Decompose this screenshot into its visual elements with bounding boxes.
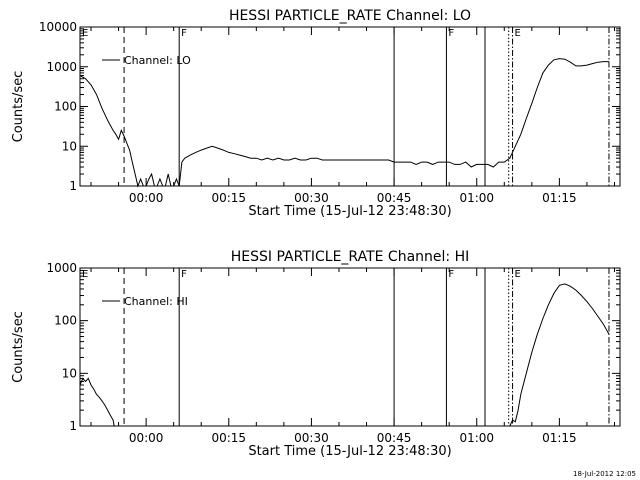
y-tick-label: 1 — [69, 179, 77, 193]
plot-frame — [79, 26, 621, 187]
y-axis-label: Counts/sec — [11, 311, 26, 383]
series-line — [79, 377, 115, 427]
marker-label: F — [448, 269, 454, 280]
y-axis-label: Counts/sec — [11, 71, 26, 143]
x-tick-label: 00:45 — [377, 431, 412, 445]
x-tick-label: 00:15 — [211, 191, 246, 205]
marker-label: E — [82, 269, 88, 280]
marker-label: F — [181, 28, 187, 39]
x-tick-label: 00:30 — [294, 191, 329, 205]
footer-date: 18-Jul-2012 12:05 — [573, 470, 636, 478]
x-tick-label: 00:30 — [294, 431, 329, 445]
y-tick-label: 100 — [54, 100, 77, 114]
x-tick-label: 00:00 — [129, 191, 164, 205]
x-tick-label: 00:00 — [129, 431, 164, 445]
y-tick-label: 1000 — [46, 261, 77, 275]
y-tick-label: 1000 — [46, 60, 77, 74]
y-tick-label: 1 — [69, 419, 77, 433]
legend-label: Channel: HI — [124, 295, 188, 308]
marker-label: F — [448, 28, 454, 39]
series-line — [509, 283, 610, 427]
legend-label: Channel: LO — [124, 54, 191, 67]
y-tick-label: 10 — [62, 139, 77, 153]
x-tick-label: 00:15 — [211, 431, 246, 445]
marker-label: E — [515, 28, 521, 39]
chart-title: HESSI PARTICLE_RATE Channel: LO — [229, 8, 471, 24]
series-line — [79, 58, 609, 188]
y-tick-label: 10 — [62, 366, 77, 380]
y-tick-label: 10000 — [39, 20, 77, 34]
x-tick-label: 01:00 — [459, 431, 494, 445]
x-tick-label: 01:15 — [542, 431, 577, 445]
marker-label: F — [181, 269, 187, 280]
panel-lo: HESSI PARTICLE_RATE Channel: LO 00:00 00:1… — [11, 8, 621, 219]
y-tick-label: 100 — [54, 314, 77, 328]
x-tick-label: 01:15 — [542, 191, 577, 205]
x-tick-label: 01:00 — [459, 191, 494, 205]
marker-label: E — [515, 269, 521, 280]
plot-frame — [79, 267, 621, 427]
marker-label: E — [82, 28, 88, 39]
chart-title: HESSI PARTICLE_RATE Channel: HI — [231, 249, 469, 265]
panel-hi: HESSI PARTICLE_RATE Channel: HI 00:00 00:1… — [11, 249, 621, 459]
x-axis-label: Start Time (15-Jul-12 23:48:30) — [248, 204, 451, 219]
x-tick-label: 00:45 — [377, 191, 412, 205]
x-axis-label: Start Time (15-Jul-12 23:48:30) — [248, 444, 451, 459]
